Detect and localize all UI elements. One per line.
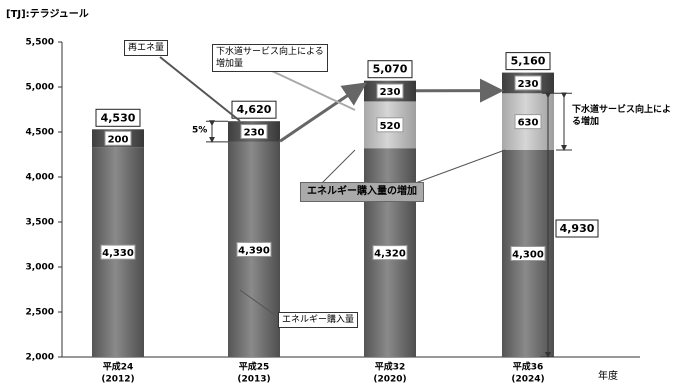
value-label: 4,390 xyxy=(238,245,270,256)
value-label: 230 xyxy=(518,79,539,90)
y-tick-label: 2,500 xyxy=(26,308,54,318)
total-label: 5,160 xyxy=(511,55,546,68)
value-label: 4,330 xyxy=(102,248,134,259)
x-axis-label: 年度 xyxy=(598,369,618,382)
right-value-label: 4,930 xyxy=(560,222,595,235)
value-label-box xyxy=(100,244,136,260)
y-tick-label: 5,500 xyxy=(26,38,54,48)
y-tick-label: 4,000 xyxy=(26,173,54,183)
value-label-box xyxy=(376,83,404,99)
value-label-box xyxy=(514,114,542,130)
x-tick-label: 平成24 xyxy=(103,361,134,373)
y-tick-label: 3,500 xyxy=(26,218,54,228)
value-label-box xyxy=(104,130,132,146)
callout-purchase: エネルギー購入量 xyxy=(278,312,359,328)
x-tick-label: 平成25 xyxy=(239,361,270,373)
y-tick-label: 5,000 xyxy=(26,83,54,93)
value-label: 230 xyxy=(244,128,265,139)
value-label-box xyxy=(376,117,404,133)
total-box xyxy=(367,60,413,79)
callout-line xyxy=(159,56,241,122)
value-label-box xyxy=(240,124,268,140)
total-label: 4,620 xyxy=(237,103,272,116)
y-tick-label: 4,500 xyxy=(26,128,54,138)
value-label-box xyxy=(236,241,272,257)
value-label: 4,300 xyxy=(512,250,544,261)
total-box xyxy=(95,108,141,127)
pointer xyxy=(409,149,506,186)
right-increase-note: 下水道サービス向上による増加 xyxy=(572,105,672,127)
callout-line xyxy=(239,289,276,316)
value-label-box xyxy=(514,75,542,91)
callout-sewer: 下水道サービス向上による増加量 xyxy=(212,44,328,72)
x-tick-sublabel: (2020) xyxy=(373,375,406,385)
x-tick-label: 平成36 xyxy=(513,361,544,373)
y-tick-label: 2,000 xyxy=(26,353,54,363)
value-label-box xyxy=(372,245,408,261)
x-tick-sublabel: (2012) xyxy=(101,375,134,385)
unit-note: [TJ]:テラジュール xyxy=(6,8,89,20)
callout-increase: エネルギー購入量の増加 xyxy=(300,182,424,202)
share-label: 5% xyxy=(192,126,207,136)
x-tick-label: 平成32 xyxy=(375,361,406,373)
total-box xyxy=(505,52,551,71)
value-label: 200 xyxy=(108,134,129,145)
total-label: 4,530 xyxy=(101,111,136,124)
value-label: 520 xyxy=(380,121,401,132)
value-label: 630 xyxy=(518,118,539,129)
right-value-box xyxy=(555,219,599,238)
value-label: 4,320 xyxy=(374,249,406,260)
total-box xyxy=(231,100,277,119)
callout-line xyxy=(271,70,356,111)
y-tick-label: 3,000 xyxy=(26,263,54,273)
x-tick-sublabel: (2013) xyxy=(237,375,270,385)
callout-renewable: 再エネ量 xyxy=(124,40,169,56)
pointer xyxy=(319,149,356,186)
increase-arrow xyxy=(279,82,367,143)
x-tick-sublabel: (2024) xyxy=(511,375,544,385)
value-label: 230 xyxy=(380,87,401,98)
total-label: 5,070 xyxy=(373,63,408,76)
